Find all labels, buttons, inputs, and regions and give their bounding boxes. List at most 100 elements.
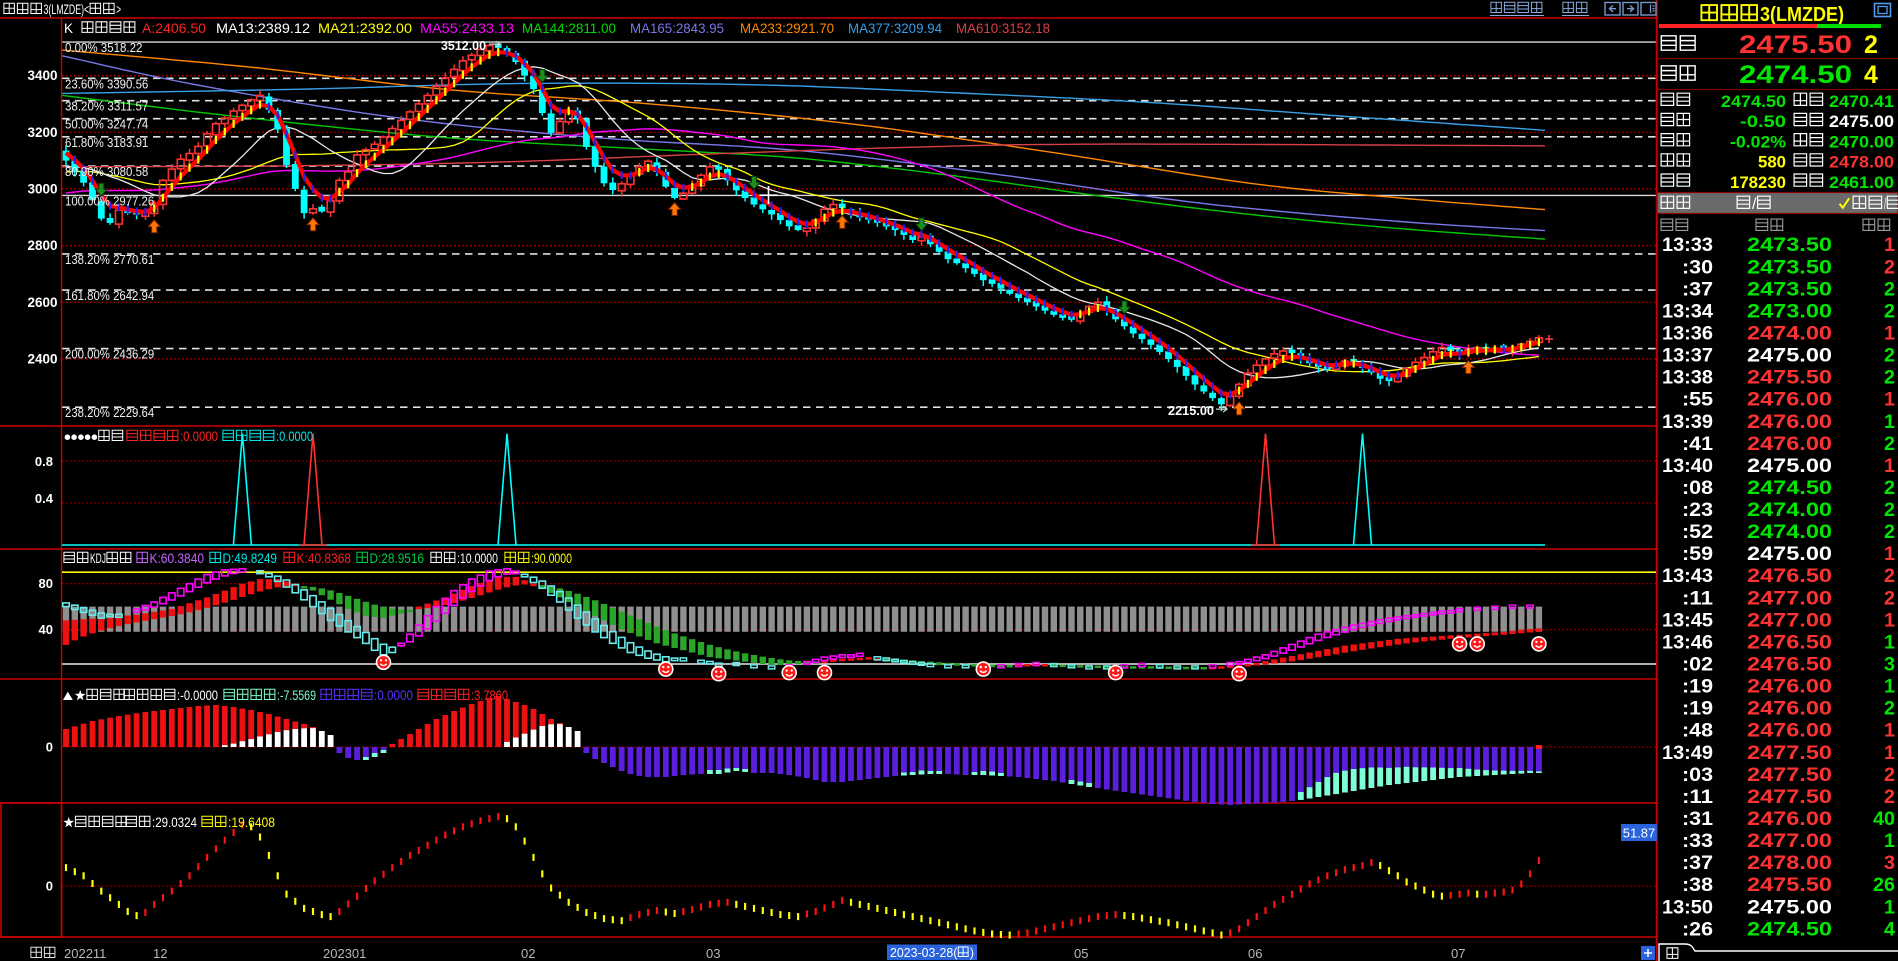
svg-text:MA233:2921.70: MA233:2921.70: [740, 21, 834, 36]
svg-text:2475.00: 2475.00: [1747, 456, 1832, 477]
svg-text:3(LMZDE)<: 3(LMZDE)<: [44, 2, 90, 17]
svg-text:2477.50: 2477.50: [1747, 787, 1832, 808]
svg-text:1: 1: [1884, 677, 1895, 698]
svg-text:3200: 3200: [27, 125, 57, 140]
svg-text::-7.5569: :-7.5569: [277, 688, 316, 703]
svg-text:/: /: [1884, 196, 1886, 213]
svg-text:>: >: [116, 2, 121, 17]
svg-text:2475.50: 2475.50: [1747, 875, 1832, 896]
svg-text:2: 2: [1884, 500, 1895, 521]
svg-text:2473.00: 2473.00: [1747, 301, 1832, 322]
svg-text:2215.00: 2215.00: [1168, 403, 1214, 418]
svg-text::3.7860: :3.7860: [471, 688, 508, 703]
svg-text::0.0000: :0.0000: [374, 688, 413, 703]
svg-text:3: 3: [1884, 853, 1895, 874]
svg-text:26: 26: [1873, 875, 1895, 896]
svg-text:80.90% 3080.58: 80.90% 3080.58: [65, 165, 148, 179]
svg-text:2475.00: 2475.00: [1747, 544, 1832, 565]
svg-text::55: :55: [1682, 390, 1713, 411]
svg-text:2: 2: [1884, 257, 1895, 278]
svg-text:38.20% 3311.57: 38.20% 3311.57: [65, 100, 148, 114]
svg-text:0: 0: [46, 879, 53, 894]
svg-text::26: :26: [1682, 919, 1713, 940]
svg-text::30: :30: [1682, 257, 1713, 278]
svg-text:2475.00: 2475.00: [1829, 112, 1894, 131]
svg-text:3512.00: 3512.00: [441, 38, 486, 53]
svg-text::37: :37: [1682, 279, 1713, 300]
svg-text:61.80% 3183.91: 61.80% 3183.91: [65, 136, 148, 150]
svg-text:K:60.3840: K:60.3840: [150, 551, 205, 566]
svg-text:3: 3: [1884, 655, 1895, 676]
svg-text:1: 1: [1884, 610, 1895, 631]
svg-text::52: :52: [1682, 522, 1713, 543]
svg-text:2476.00: 2476.00: [1747, 390, 1832, 411]
svg-text:2473.50: 2473.50: [1747, 257, 1832, 278]
svg-text:MA13:2389.12: MA13:2389.12: [216, 21, 310, 36]
svg-text:138.20% 2770.61: 138.20% 2770.61: [65, 253, 154, 267]
svg-text:2: 2: [1884, 699, 1895, 720]
svg-text:13:34: 13:34: [1662, 301, 1713, 322]
svg-text:02: 02: [521, 946, 535, 961]
svg-text:3(LMZDE): 3(LMZDE): [1760, 4, 1844, 26]
svg-text:1: 1: [1884, 831, 1895, 852]
svg-text:12: 12: [153, 946, 167, 961]
svg-text::59: :59: [1682, 544, 1713, 565]
svg-text:2: 2: [1884, 588, 1895, 609]
svg-text:1: 1: [1884, 897, 1895, 918]
svg-text:2600: 2600: [27, 295, 57, 310]
svg-text:2: 2: [1884, 346, 1895, 367]
svg-text:2477.00: 2477.00: [1747, 831, 1832, 852]
svg-text:161.80% 2642.94: 161.80% 2642.94: [65, 289, 154, 303]
svg-text::02: :02: [1682, 655, 1713, 676]
svg-text:13:33: 13:33: [1662, 235, 1713, 256]
svg-text:13:40: 13:40: [1662, 456, 1713, 477]
svg-text:KDJ: KDJ: [90, 551, 106, 566]
svg-text:2474.00: 2474.00: [1747, 324, 1832, 345]
svg-text:40: 40: [1873, 809, 1895, 830]
svg-text::19: :19: [1682, 699, 1713, 720]
svg-text:1: 1: [1884, 544, 1895, 565]
svg-text:13:43: 13:43: [1662, 566, 1713, 587]
svg-text:2477.00: 2477.00: [1747, 588, 1832, 609]
svg-text:MA377:3209.94: MA377:3209.94: [848, 21, 942, 36]
svg-text:23.60% 3390.56: 23.60% 3390.56: [65, 77, 148, 91]
svg-text::0.0000: :0.0000: [276, 429, 313, 444]
svg-text:4: 4: [1884, 919, 1895, 940]
svg-text:1: 1: [1884, 324, 1895, 345]
svg-text:2477.00: 2477.00: [1747, 610, 1832, 631]
svg-text:MA610:3152.18: MA610:3152.18: [956, 21, 1050, 36]
svg-text:0: 0: [46, 740, 53, 755]
svg-text:1: 1: [1884, 390, 1895, 411]
svg-text::19: :19: [1682, 677, 1713, 698]
svg-text:50.00% 3247.74: 50.00% 3247.74: [65, 118, 148, 132]
svg-text:MA165:2843.95: MA165:2843.95: [630, 21, 724, 36]
svg-text:40: 40: [39, 622, 53, 637]
svg-text:200.00% 2436.29: 200.00% 2436.29: [65, 348, 154, 362]
svg-text:580: 580: [1758, 153, 1786, 172]
svg-text::23: :23: [1682, 500, 1713, 521]
svg-text:13:50: 13:50: [1662, 897, 1713, 918]
svg-text:2477.50: 2477.50: [1747, 743, 1832, 764]
svg-text:238.20% 2229.64: 238.20% 2229.64: [65, 406, 154, 420]
svg-text:0.00% 3518.22: 0.00% 3518.22: [65, 41, 142, 55]
svg-text::11: :11: [1682, 588, 1713, 609]
svg-text:05: 05: [1074, 946, 1088, 961]
svg-text::08: :08: [1682, 478, 1713, 499]
svg-text:): ): [970, 946, 974, 960]
svg-text:2474.50: 2474.50: [1747, 478, 1832, 499]
svg-text:13:39: 13:39: [1662, 412, 1713, 433]
svg-text:100.00% 2977.26: 100.00% 2977.26: [65, 194, 154, 208]
svg-text:1: 1: [1884, 456, 1895, 477]
svg-text:2400: 2400: [27, 351, 57, 366]
svg-text:2474.50: 2474.50: [1721, 92, 1786, 111]
svg-text:K:40.8368: K:40.8368: [297, 551, 352, 566]
svg-text:2475.00: 2475.00: [1747, 897, 1832, 918]
svg-text:1: 1: [1884, 633, 1895, 654]
svg-text:2: 2: [1884, 434, 1895, 455]
svg-text:/: /: [1752, 196, 1757, 213]
svg-text:2476.00: 2476.00: [1747, 699, 1832, 720]
svg-text:3000: 3000: [27, 181, 57, 196]
svg-text:2: 2: [1884, 368, 1895, 389]
svg-text:2476.00: 2476.00: [1747, 721, 1832, 742]
svg-text:D:49.8249: D:49.8249: [223, 551, 278, 566]
